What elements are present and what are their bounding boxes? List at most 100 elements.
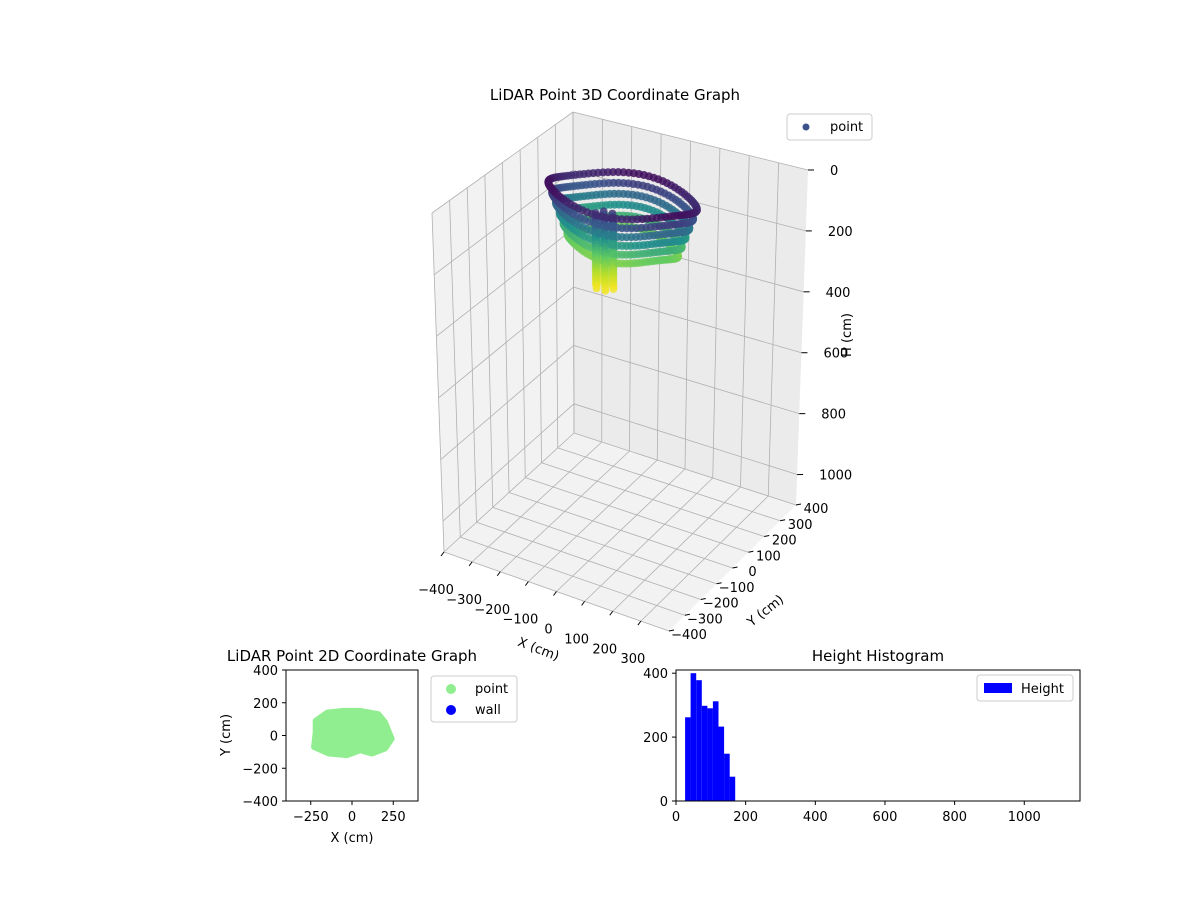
- chart3d-ytick-mark: [748, 550, 754, 553]
- chart3d-point: [664, 229, 673, 238]
- histogram-bar: [718, 726, 725, 801]
- chart3d-ytick-mark: [764, 535, 770, 537]
- chart3d-gridline: [537, 137, 542, 463]
- chart3d-gridline: [440, 345, 574, 460]
- histogram-bar: [712, 701, 719, 801]
- histogram-xtick-label: 600: [873, 810, 898, 825]
- chart2d-ytick-label: 400: [253, 664, 278, 679]
- chart3d-ytick-mark: [668, 629, 675, 632]
- chart2d-legend-wall-label: wall: [475, 703, 501, 718]
- histogram-ytick-label: 400: [643, 667, 668, 682]
- chart2d-xtick-label: 250: [381, 810, 406, 825]
- chart3d-gridline: [502, 162, 510, 493]
- chart3d-ylabel: Y (cm): [744, 592, 787, 630]
- chart3d-gridline: [573, 403, 798, 475]
- chart3d-ztick-label: 0: [830, 164, 838, 179]
- chart3d-ytick-label: −300: [687, 612, 723, 627]
- chart3d-gridline: [436, 228, 574, 337]
- chart2d-ylabel: Y (cm): [219, 714, 234, 757]
- chart3d-gridline: [438, 286, 574, 399]
- chart3d-gridline: [476, 521, 701, 600]
- chart3d-xtick-label: −400: [418, 583, 454, 598]
- chart3d-gridline: [557, 447, 781, 522]
- chart3d-gridline: [431, 212, 445, 553]
- chart3d-panes: [432, 112, 808, 631]
- chart3d-ytick-mark: [684, 613, 690, 616]
- chart3d-gridline: [767, 162, 780, 497]
- chart2d-ytick-label: −200: [242, 762, 278, 777]
- histogram-bar: [685, 717, 691, 801]
- chart3d-ytick-label: −400: [671, 628, 707, 643]
- chart3d-ytick-label: 100: [756, 549, 781, 564]
- chart3d-ytick-label: 0: [748, 565, 756, 580]
- chart3d-point: [592, 284, 601, 293]
- chart3d-xtick-label: 200: [592, 642, 617, 657]
- chart3d-zlabel: H (cm): [840, 313, 855, 357]
- chart3d-ztick-label: 400: [826, 286, 851, 301]
- chart3d-xtick-mark: [609, 610, 614, 616]
- chart3d-ytick-label: −200: [703, 597, 739, 612]
- chart3d-gridline: [466, 187, 477, 523]
- chart3d-xtick-label: −200: [474, 603, 510, 618]
- chart3d-xtick-label: 100: [564, 632, 589, 647]
- chart3d-gridline: [442, 403, 575, 522]
- chart3d-ytick-label: −100: [719, 581, 755, 596]
- histogram-frame: [675, 669, 1081, 802]
- chart3d-ztick-label: 600: [823, 347, 848, 362]
- chart2d-ytick-label: −400: [242, 795, 278, 810]
- chart3d-ztick-label: 1000: [819, 469, 852, 484]
- chart3d-xtick-label: 300: [620, 652, 645, 667]
- chart2d-xtick-label: 0: [348, 810, 356, 825]
- histogram-ytick-label: 200: [643, 731, 668, 746]
- histogram-bars: [685, 673, 736, 801]
- chart3d-gridline: [431, 111, 574, 214]
- chart3d-point: [609, 284, 618, 293]
- scatter3d-panel: LiDAR Point 3D Coordinate Graph −400−300…: [418, 86, 873, 667]
- chart2d-legend-wall-marker: [446, 705, 456, 715]
- histogram-bar: [690, 673, 697, 801]
- chart3d-legend-label: point: [830, 120, 863, 135]
- histogram-bar: [707, 708, 713, 801]
- chart3d-point: [659, 247, 668, 256]
- chart3d-ticks: −400−300−200−1000100200300−400−300−200−1…: [418, 164, 853, 667]
- chart2d-xlabel: X (cm): [331, 831, 374, 846]
- chart3d-ztick-label: 800: [821, 408, 846, 423]
- chart3d-point: [656, 256, 665, 265]
- chart3d-legend-frame: [786, 113, 873, 141]
- chart3d-ytick-mark: [700, 598, 706, 600]
- chart3d-grid: [431, 111, 809, 632]
- chart3d-xtick-mark: [581, 601, 586, 606]
- histogram-ytick-label: 0: [660, 795, 668, 810]
- histogram-title: Height Histogram: [812, 647, 944, 665]
- chart3d-ytick-label: 400: [804, 502, 829, 517]
- chart3d-gridline: [519, 149, 526, 478]
- chart3d-gridline: [525, 477, 749, 553]
- chart3d-xtick-mark: [496, 571, 501, 577]
- chart3d-xtick-label: −100: [503, 613, 539, 628]
- histogram-bar: [729, 776, 736, 801]
- chart3d-ytick-mark: [732, 566, 738, 569]
- scatter2d-panel: LiDAR Point 2D Coordinate Graph −250 0 250…: [219, 647, 518, 846]
- chart3d-xtick-mark: [637, 620, 642, 626]
- histogram-bar: [696, 680, 702, 801]
- chart3d-xtick-label: −300: [446, 593, 482, 608]
- histogram-ticks: 0 200 400 600 800 1000 0 200 400: [643, 667, 1041, 825]
- chart2d-points: [311, 707, 395, 759]
- chart3d-gridline: [740, 155, 750, 488]
- chart3d-gridline: [712, 148, 721, 479]
- histogram-legend-frame: [976, 674, 1074, 702]
- chart2d-legend-point-label: point: [475, 682, 508, 697]
- chart3d-ytick-mark: [780, 519, 786, 522]
- histogram-xtick-label: 800: [942, 810, 967, 825]
- chart3d-title: LiDAR Point 3D Coordinate Graph: [490, 86, 740, 104]
- chart2d-ytick-label: 200: [253, 697, 278, 712]
- chart3d-gridline: [492, 506, 717, 585]
- chart3d-gridline: [572, 111, 809, 171]
- chart3d-point: [661, 238, 670, 247]
- chart2d-ticks: −250 0 250 −400 −200 0 200 400: [242, 664, 405, 825]
- chart3d-ytick-label: 300: [788, 518, 813, 533]
- chart3d-xtick-mark: [553, 591, 557, 596]
- chart3d-gridline: [449, 200, 461, 538]
- chart3d-point: [667, 221, 676, 229]
